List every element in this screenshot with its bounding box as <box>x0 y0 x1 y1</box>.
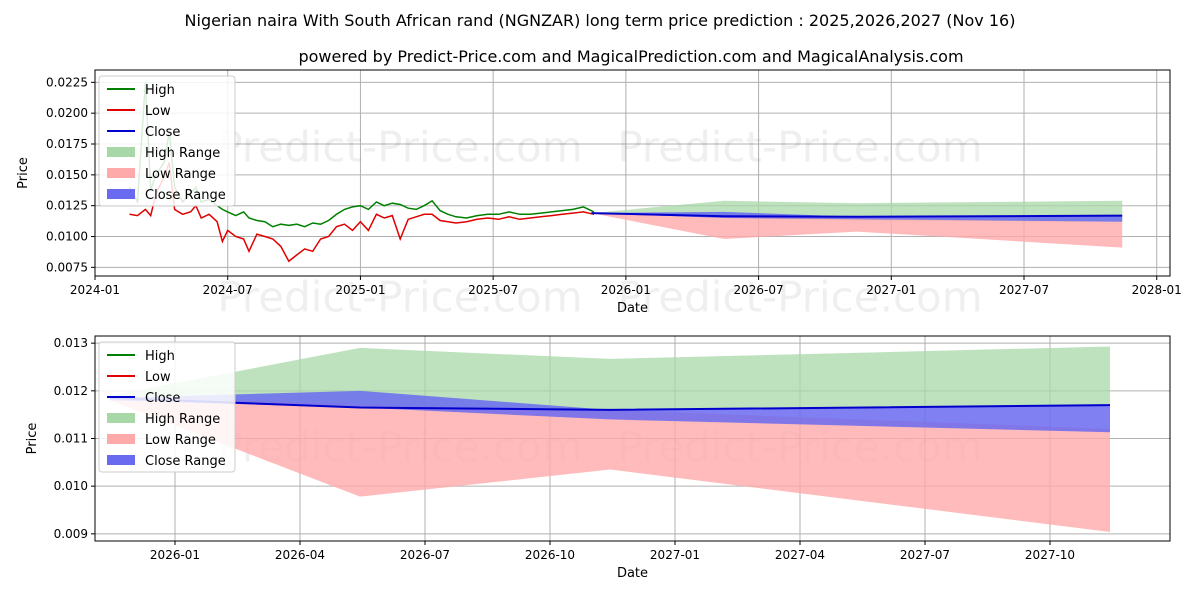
x-tick-label: 2026-07 <box>734 283 784 297</box>
watermark-text: Predict-Price.com <box>217 123 582 172</box>
chart-title: Nigerian naira With South African rand (… <box>185 11 1016 30</box>
low-range-band <box>110 395 1110 532</box>
y-tick-label: 0.0225 <box>46 75 88 89</box>
watermark-text: Predict-Price.com <box>617 123 982 172</box>
y-tick-label: 0.010 <box>54 479 88 493</box>
watermark-text: Predict-Price.com <box>617 273 982 322</box>
legend-label: Low Range <box>145 167 216 182</box>
legend-label: High Range <box>145 412 220 427</box>
x-tick-label: 2025-01 <box>335 283 385 297</box>
legend: High Low Close High Range Low Range Close Ran… <box>98 341 236 473</box>
x-tick-label: 2026-07 <box>400 548 450 562</box>
x-axis-label: Date <box>617 566 648 581</box>
x-axis-label: Date <box>617 301 648 316</box>
x-tick-label: 2024-07 <box>203 283 253 297</box>
x-tick-label: 2026-10 <box>525 548 575 562</box>
legend-label: Close <box>145 125 180 140</box>
legend-label: High <box>145 83 175 98</box>
legend-label: Close <box>145 391 180 406</box>
legend-swatch-close_range <box>107 189 135 199</box>
y-tick-label: 0.0100 <box>46 230 88 244</box>
x-tick-label: 2026-01 <box>601 283 651 297</box>
chart-subtitle: powered by Predict-Price.com and Magical… <box>298 47 963 66</box>
overview-chart: Predict-Price.com Predict-Price.com Predic… <box>16 69 1182 322</box>
y-axis-label: Price <box>25 423 40 455</box>
legend-label: Low Range <box>145 433 216 448</box>
x-tick-label: 2027-07 <box>900 548 950 562</box>
x-tick-label: 2024-01 <box>70 283 120 297</box>
legend-label: High <box>145 349 175 364</box>
x-tick-label: 2027-01 <box>650 548 700 562</box>
legend-swatch-low_range <box>107 168 135 178</box>
legend-label: Close Range <box>145 188 226 203</box>
gridlines <box>94 70 1170 276</box>
legend-label: Low <box>145 104 171 119</box>
close-range-band <box>110 390 1110 433</box>
x-tick-label: 2026-01 <box>150 548 200 562</box>
forecast-detail-chart: Predict-Price.comPredict-Price.com2026-0… <box>25 335 1171 581</box>
legend-swatch-close_range <box>107 455 135 465</box>
x-tick-label: 2028-01 <box>1132 283 1182 297</box>
y-tick-label: 0.013 <box>54 336 88 350</box>
y-tick-label: 0.0075 <box>46 260 88 274</box>
legend: High Low Close High Range Low Range Close Ran… <box>98 75 236 207</box>
legend-swatch-high_range <box>107 147 135 157</box>
close-series-line <box>591 212 1123 218</box>
legend-label: Close Range <box>145 454 226 469</box>
x-tick-label: 2027-10 <box>1025 548 1075 562</box>
x-tick-label: 2026-04 <box>275 548 325 562</box>
legend-swatch-high_range <box>107 413 135 423</box>
y-tick-label: 0.0175 <box>46 137 88 151</box>
legend-label: High Range <box>145 146 220 161</box>
x-tick-label: 2027-04 <box>775 548 825 562</box>
legend-swatch-low_range <box>107 434 135 444</box>
y-tick-label: 0.012 <box>54 384 88 398</box>
x-tick-label: 2027-01 <box>866 283 916 297</box>
y-tick-label: 0.009 <box>54 527 88 541</box>
watermark-text: Predict-Price.com <box>217 273 582 322</box>
y-tick-label: 0.0125 <box>46 199 88 213</box>
y-axis-label: Price <box>16 157 31 189</box>
x-tick-label: 2025-07 <box>468 283 518 297</box>
low-series-line <box>129 162 595 263</box>
x-tick-label: 2027-07 <box>999 283 1049 297</box>
low-range-band <box>591 213 1123 248</box>
legend-label: Low <box>145 370 171 385</box>
y-tick-label: 0.0200 <box>46 106 88 120</box>
y-tick-label: 0.0150 <box>46 168 88 182</box>
plot-frame <box>94 69 1171 277</box>
y-tick-label: 0.011 <box>54 432 88 446</box>
